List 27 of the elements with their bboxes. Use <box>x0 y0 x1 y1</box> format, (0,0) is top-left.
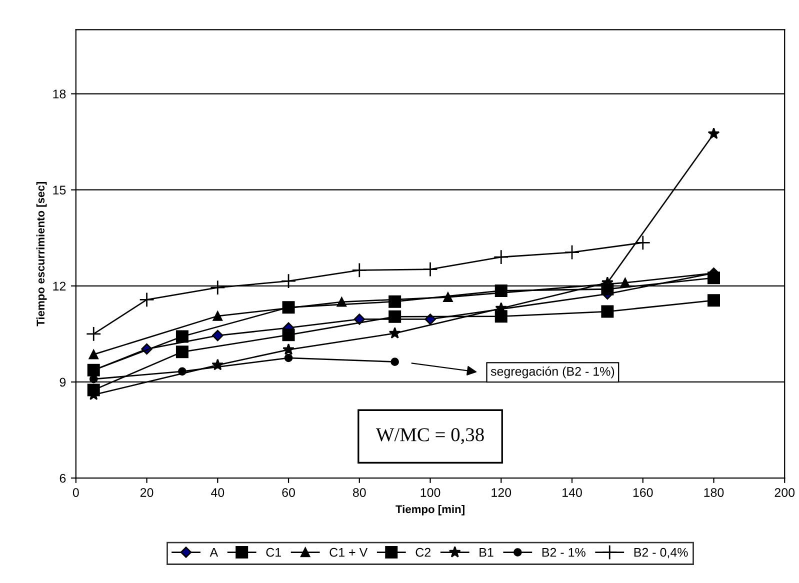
x-tick-label: 180 <box>704 488 724 497</box>
x-tick-label: 160 <box>633 488 653 497</box>
x-tick-label: 140 <box>562 488 582 497</box>
legend-label: C1 + V <box>330 548 368 557</box>
x-tick-label: 40 <box>210 488 224 497</box>
y-tick-label: 12 <box>53 282 66 290</box>
y-tick-label: 18 <box>53 90 66 98</box>
y-tick-label: 9 <box>60 378 66 387</box>
legend-label: C2 <box>416 548 430 557</box>
legend-label: A <box>210 548 218 557</box>
x-tick-label: 60 <box>282 488 295 497</box>
x-tick-label: 80 <box>352 488 366 497</box>
x-tick-label: 0 <box>72 488 79 497</box>
x-axis-title: Tiempo [min] <box>396 504 464 516</box>
legend-label: B2 - 0,4% <box>634 548 688 558</box>
legend-label: B1 <box>480 548 494 557</box>
legend-label: C1 <box>266 548 281 557</box>
x-tick-label: 120 <box>492 488 512 497</box>
annotation: segregación (B2 - 1%) <box>490 366 614 378</box>
y-axis-title: Tiempo escurrimiento [sec] <box>36 182 47 326</box>
annotation: W/MC = 0,38 <box>376 428 484 444</box>
y-tick-label: 15 <box>53 186 66 194</box>
legend-label: B2 - 1% <box>542 548 586 557</box>
y-tick-label: 6 <box>60 474 66 483</box>
x-tick-label: 20 <box>140 488 154 497</box>
x-tick-label: 100 <box>420 488 440 497</box>
x-tick-label: 200 <box>774 488 795 497</box>
